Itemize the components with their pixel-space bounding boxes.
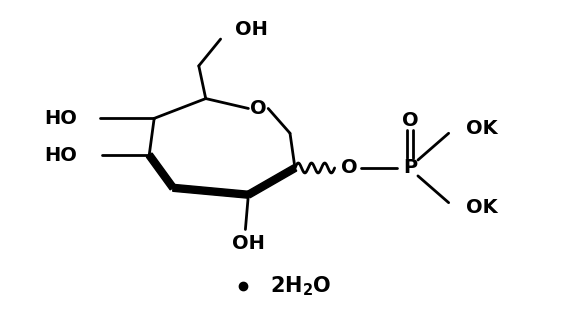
Polygon shape (247, 165, 297, 198)
Text: P: P (403, 158, 417, 177)
Text: O: O (402, 111, 418, 130)
Text: HO: HO (44, 109, 77, 128)
Text: OK: OK (465, 198, 497, 217)
Text: O: O (250, 99, 266, 118)
Polygon shape (173, 184, 249, 198)
Polygon shape (146, 153, 176, 190)
Text: O: O (341, 158, 358, 177)
Text: HO: HO (44, 146, 77, 165)
Text: OH: OH (232, 234, 265, 253)
Text: $\mathregular{2H_2O}$: $\mathregular{2H_2O}$ (270, 274, 332, 298)
Text: OH: OH (236, 20, 268, 39)
Text: OK: OK (465, 119, 497, 138)
